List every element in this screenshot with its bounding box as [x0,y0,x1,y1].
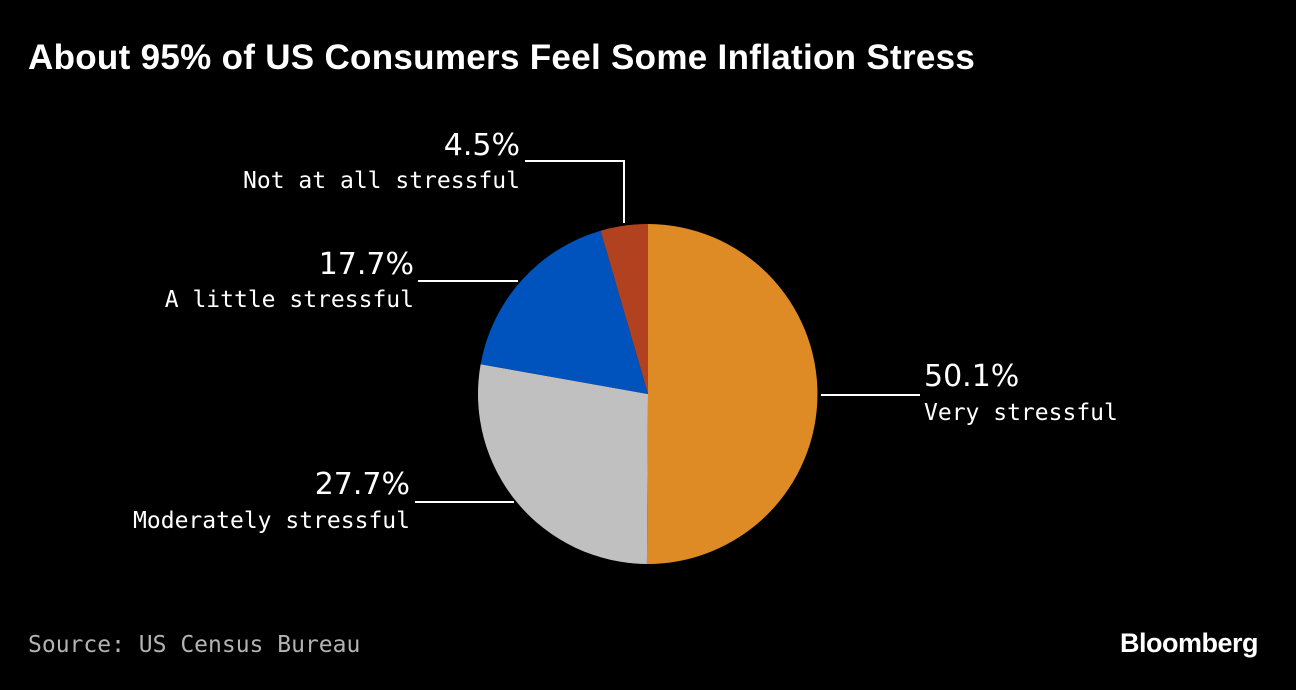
bloomberg-logo: Bloomberg [1119,628,1259,658]
pie-slice-a-little-stressful [480,230,648,394]
pie-slices [477,224,818,565]
pie-slice-very-stressful [646,224,818,565]
pct-label-moderately-stressful: 27.7% [315,467,410,502]
name-label-not-at-all-stressful: Not at all stressful [243,168,520,194]
name-label-moderately-stressful: Moderately stressful [133,508,410,534]
pct-label-very-stressful: 50.1% [924,359,1019,394]
leader-line-not-at-all-stressful [525,160,625,223]
name-label-very-stressful: Very stressful [924,400,1118,426]
pie-slice-moderately-stressful [477,364,648,564]
pct-label-not-at-all-stressful: 4.5% [444,128,520,163]
source-note: Source: US Census Bureau [28,632,361,658]
chart-title: About 95% of US Consumers Feel Some Infl… [28,38,976,77]
name-label-a-little-stressful: A little stressful [165,287,414,313]
pct-label-a-little-stressful: 17.7% [319,247,414,282]
pie-slice-not-at-all-stressful [600,224,648,394]
